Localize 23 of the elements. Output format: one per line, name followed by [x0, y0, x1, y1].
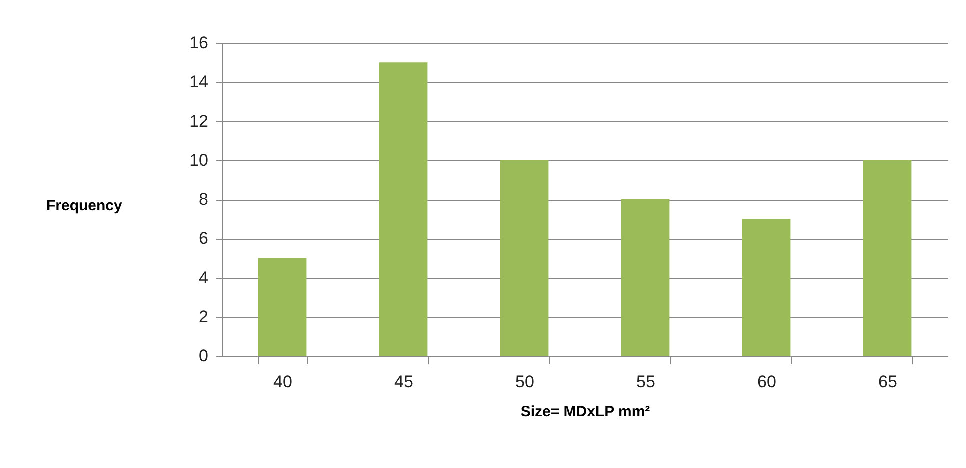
bar [863, 160, 912, 356]
y-tick-label: 6 [199, 229, 208, 248]
bar [500, 160, 549, 356]
y-tick-label: 4 [199, 268, 208, 288]
bar [379, 62, 428, 356]
y-tick-label: 12 [190, 112, 208, 131]
y-tick-label: 16 [190, 34, 208, 52]
y-tick-label: 0 [199, 346, 208, 366]
bar [621, 200, 670, 356]
y-tick-label: 14 [190, 72, 208, 92]
y-tick-label: 8 [199, 190, 208, 209]
y-axis-title: Frequency [46, 198, 124, 214]
bar [258, 258, 307, 356]
x-tick-label: 50 [516, 372, 534, 392]
y-tick-label: 2 [199, 307, 208, 326]
x-tick-label: 55 [636, 372, 656, 392]
x-tick-label: 65 [878, 372, 898, 392]
x-tick-label: 60 [758, 372, 776, 392]
bar [742, 219, 791, 356]
x-tick-label: 45 [394, 372, 414, 392]
x-axis-title: Size= MDxLP mm² [520, 404, 650, 420]
x-tick-label: 40 [274, 372, 292, 392]
y-tick-label: 10 [190, 150, 208, 170]
